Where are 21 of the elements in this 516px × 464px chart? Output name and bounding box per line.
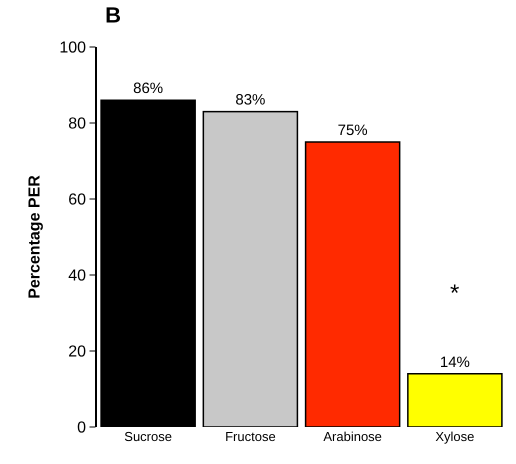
y-tick-label: 0 [77, 420, 86, 437]
data-label: 86% [133, 80, 164, 98]
y-axis-title: Percentage PER [26, 174, 44, 299]
y-tick-label: 60 [68, 192, 86, 209]
bar [304, 141, 400, 427]
x-tick-label: Xylose [435, 429, 474, 444]
x-tick-label: Sucrose [124, 429, 172, 444]
bar [100, 99, 196, 427]
x-tick-label: Arabinose [323, 429, 382, 444]
annotation: * [450, 280, 460, 307]
y-tick-label: 40 [68, 268, 86, 285]
bar [407, 373, 503, 427]
bar [202, 110, 298, 427]
data-label: 14% [440, 354, 470, 371]
data-label: 75% [338, 122, 368, 139]
y-tick-label: 20 [68, 344, 86, 361]
chart-title: B [105, 2, 122, 28]
y-tick-label: 100 [59, 40, 86, 57]
y-tick-label: 80 [68, 116, 86, 133]
data-label: 83% [235, 92, 266, 109]
x-tick-label: Fructose [225, 429, 276, 444]
